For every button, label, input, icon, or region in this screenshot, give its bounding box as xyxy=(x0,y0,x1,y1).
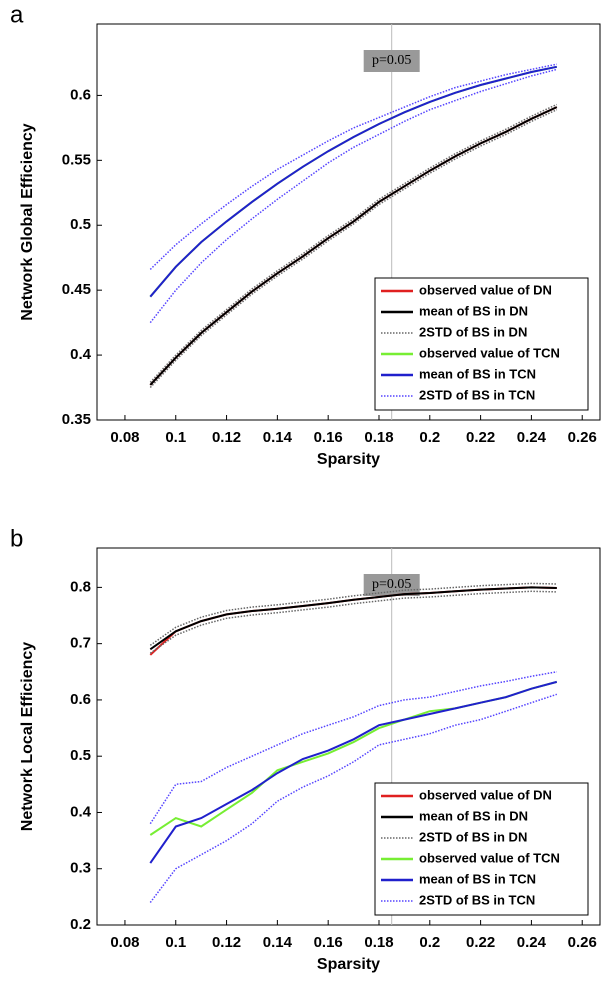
y-tick-label: 0.6 xyxy=(70,691,91,708)
x-tick-label: 0.1 xyxy=(165,429,186,446)
x-axis-label: Sparsity xyxy=(317,451,380,468)
x-axis-label: Sparsity xyxy=(317,956,380,973)
x-tick-label: 0.1 xyxy=(165,934,186,951)
legend-label: mean of BS in TCN xyxy=(419,366,536,381)
y-tick-label: 0.8 xyxy=(70,578,91,595)
y-tick-label: 0.5 xyxy=(70,747,91,764)
series-line xyxy=(149,106,558,386)
x-tick-label: 0.12 xyxy=(212,429,241,446)
series-line-lower xyxy=(149,693,558,903)
series-line xyxy=(149,63,557,270)
legend-label: 2STD of BS in DN xyxy=(419,829,527,844)
x-tick-label: 0.26 xyxy=(568,934,597,951)
x-tick-label: 0.12 xyxy=(212,934,241,951)
series-line xyxy=(149,582,557,646)
legend-label: observed value of TCN xyxy=(419,850,560,865)
y-axis-label: Network Local Efficiency xyxy=(19,642,36,831)
legend-label: observed value of TCN xyxy=(419,345,560,360)
y-tick-label: 0.45 xyxy=(62,281,91,298)
y-tick-label: 0.4 xyxy=(70,346,92,363)
legend-label: 2STD of BS in TCN xyxy=(419,387,535,402)
series-line xyxy=(149,671,557,825)
x-tick-label: 0.14 xyxy=(263,429,293,446)
y-tick-label: 0.4 xyxy=(70,803,92,820)
x-tick-label: 0.2 xyxy=(419,934,440,951)
legend-box xyxy=(374,277,589,411)
annotation-box xyxy=(363,50,420,72)
series-line-lower xyxy=(149,68,557,324)
legend-label: mean of BS in DN xyxy=(419,808,528,823)
x-tick-label: 0.26 xyxy=(568,429,597,446)
series-line xyxy=(149,586,557,651)
y-tick-label: 0.3 xyxy=(70,860,91,877)
x-tick-label: 0.18 xyxy=(364,934,393,951)
x-tick-label: 0.14 xyxy=(263,934,293,951)
legend-label: mean of BS in DN xyxy=(419,303,528,318)
y-axis-label: Network Global Efficiency xyxy=(19,123,36,320)
x-tick-label: 0.22 xyxy=(466,934,495,951)
x-tick-label: 0.24 xyxy=(517,934,547,951)
legend-label: observed value of DN xyxy=(419,282,552,297)
legend-box xyxy=(374,782,589,916)
series-line xyxy=(149,680,558,864)
x-tick-label: 0.2 xyxy=(419,429,440,446)
x-tick-label: 0.16 xyxy=(314,429,343,446)
y-tick-label: 0.2 xyxy=(70,916,91,933)
x-tick-label: 0.08 xyxy=(110,429,139,446)
legend-label: 2STD of BS in TCN xyxy=(419,892,535,907)
series-line xyxy=(149,103,558,383)
legend-label: observed value of DN xyxy=(419,787,552,802)
y-tick-label: 0.6 xyxy=(70,86,91,103)
x-tick-label: 0.16 xyxy=(314,934,343,951)
panel-label: b xyxy=(10,525,23,552)
series-line xyxy=(149,65,558,298)
series-line-lower xyxy=(149,109,558,389)
y-tick-label: 0.7 xyxy=(70,635,91,652)
legend-label: 2STD of BS in DN xyxy=(419,324,527,339)
y-tick-label: 0.55 xyxy=(62,151,91,168)
y-tick-label: 0.5 xyxy=(70,216,91,233)
annotation: p=0.05 xyxy=(372,53,411,68)
panel-label: a xyxy=(10,1,24,28)
annotation: p=0.05 xyxy=(372,577,411,592)
series-line-lower xyxy=(149,590,557,654)
x-tick-label: 0.22 xyxy=(466,429,495,446)
x-tick-label: 0.18 xyxy=(364,429,393,446)
y-tick-label: 0.35 xyxy=(62,411,91,428)
legend-label: mean of BS in TCN xyxy=(419,871,536,886)
x-tick-label: 0.08 xyxy=(110,934,139,951)
x-tick-label: 0.24 xyxy=(517,429,547,446)
